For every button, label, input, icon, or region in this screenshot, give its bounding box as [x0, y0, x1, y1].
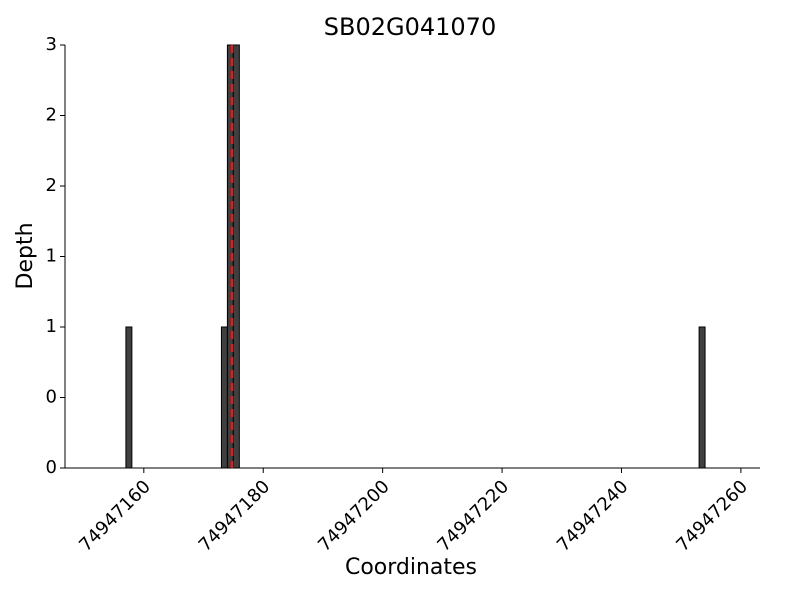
y-tick-label: 1 [46, 316, 57, 337]
x-tick-label: 74947160 [75, 476, 155, 556]
bar [232, 44, 240, 469]
x-tick-label: 74947200 [314, 476, 394, 556]
y-tick-label: 0 [46, 457, 57, 478]
x-axis-title: Coordinates [345, 555, 477, 580]
bar [125, 326, 133, 469]
bar [220, 326, 228, 469]
x-tick-label: 74947240 [553, 476, 633, 556]
y-axis-title: Depth [13, 222, 38, 289]
x-tick-label: 74947180 [195, 476, 275, 556]
y-tick-label: 2 [46, 175, 57, 196]
y-tick-label: 2 [46, 105, 57, 126]
y-tick-label: 1 [46, 246, 57, 267]
chart-title: SB02G041070 [324, 13, 496, 41]
y-tick-label: 3 [46, 34, 57, 55]
x-tick-label: 74947260 [672, 476, 752, 556]
y-tick-label: 0 [46, 387, 57, 408]
bar [698, 326, 706, 469]
x-tick-label: 74947220 [433, 476, 513, 556]
